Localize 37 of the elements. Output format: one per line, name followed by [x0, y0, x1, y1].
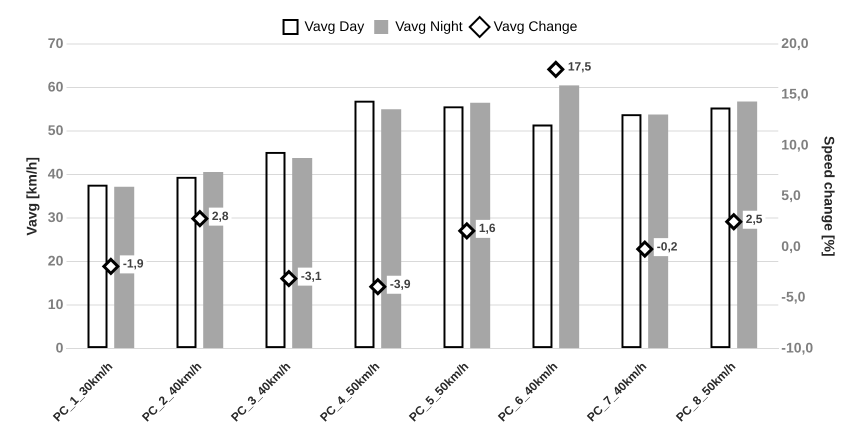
data-label: 1,6 — [478, 221, 496, 236]
y-axis-title: Vavg [km/h] — [23, 157, 40, 236]
y2-tick-label: 15,0 — [781, 86, 809, 102]
y-tick-label: 40 — [48, 165, 64, 182]
point — [102, 258, 120, 275]
data-label: -3,1 — [300, 268, 322, 283]
data-label: -0,2 — [656, 239, 678, 254]
y2-tick-label: -10,0 — [781, 339, 814, 356]
y2-tick-label: 20,0 — [781, 34, 809, 51]
data-label: 2,8 — [212, 208, 229, 223]
point — [369, 278, 386, 296]
data-label: -3,9 — [390, 277, 411, 291]
point — [458, 222, 476, 240]
legend-label: Vavg Day — [304, 18, 364, 34]
y-tick-label: 30 — [48, 208, 64, 225]
data-label: -1,9 — [122, 256, 144, 271]
y2-tick-label: 10,0 — [781, 136, 809, 152]
y-tick-label: 0 — [56, 339, 64, 356]
point — [280, 270, 298, 288]
y-tick-label: 10 — [48, 296, 64, 312]
y-tick-label: 20 — [48, 252, 64, 268]
legend-label: Vavg Change — [494, 18, 578, 34]
y2-axis-title: Speed change [%] — [822, 136, 838, 257]
data-label: 17,5 — [568, 60, 592, 74]
bar — [559, 85, 580, 348]
y2-tick-label: 5,0 — [781, 187, 801, 204]
point — [636, 240, 654, 258]
y-tick-label: 60 — [48, 78, 64, 94]
y-tick-label: 70 — [48, 34, 64, 51]
legend-label: Vavg Night — [395, 18, 463, 34]
y2-tick-label: -5,0 — [781, 288, 806, 305]
y2-tick-label: 0,0 — [781, 238, 801, 254]
point — [725, 213, 742, 230]
point — [547, 60, 564, 78]
data-label: 2,5 — [746, 212, 763, 226]
y-tick-label: 50 — [48, 122, 64, 138]
point — [191, 210, 208, 228]
